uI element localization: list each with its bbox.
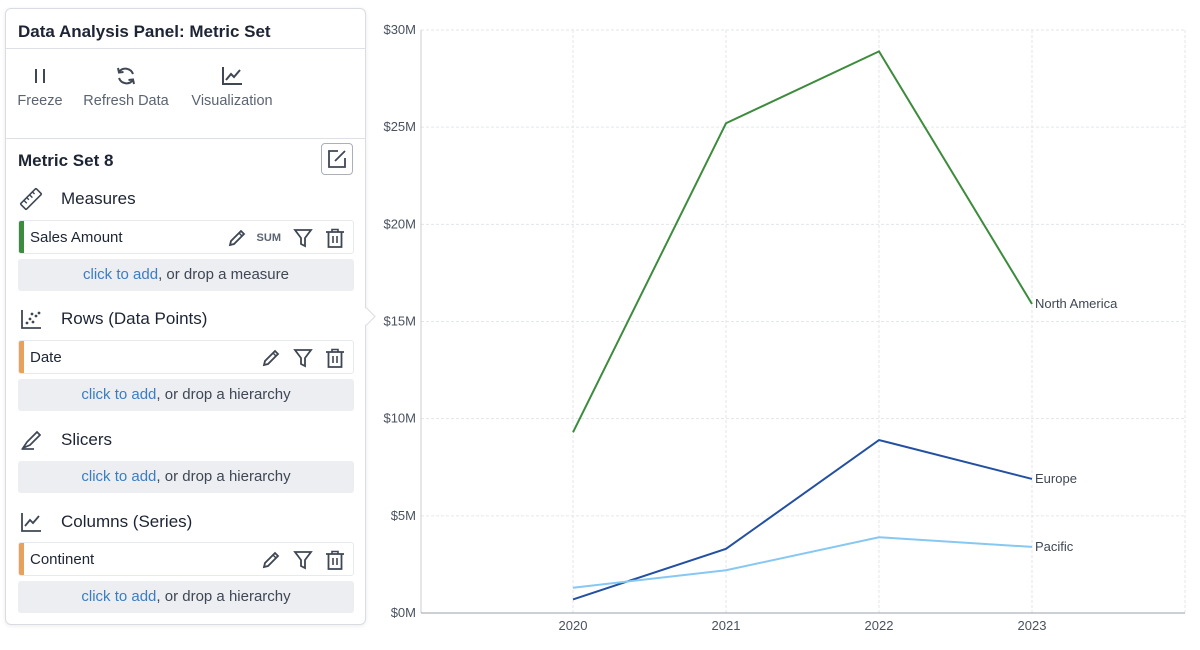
freeze-label: Freeze bbox=[17, 93, 63, 109]
y-tick-label: $5M bbox=[391, 508, 416, 523]
slicers-drop-zone[interactable]: click to add, or drop a hierarchy bbox=[18, 461, 354, 493]
x-tick-label: 2023 bbox=[1018, 618, 1047, 633]
rows-drop-zone[interactable]: click to add, or drop a hierarchy bbox=[18, 379, 354, 411]
click-to-add-link[interactable]: click to add bbox=[81, 468, 157, 485]
click-to-add-link[interactable]: click to add bbox=[81, 386, 157, 403]
y-tick-label: $20M bbox=[383, 216, 416, 231]
refresh-icon bbox=[117, 67, 135, 85]
chart-svg: $0M $5M $10M $15M $20M $25M $30M 2020 2021 2022 20… bbox=[383, 22, 1186, 633]
trash-icon[interactable] bbox=[323, 346, 347, 370]
drop-hint: , or drop a hierarchy bbox=[156, 468, 291, 485]
x-tick-label: 2022 bbox=[865, 618, 894, 633]
field-name: Date bbox=[30, 349, 62, 366]
y-tick-label: $15M bbox=[383, 314, 416, 329]
divider bbox=[6, 138, 365, 139]
click-to-add-link[interactable]: click to add bbox=[81, 588, 157, 605]
pencil-icon[interactable] bbox=[259, 548, 283, 572]
series-line-north-america bbox=[572, 50, 1033, 433]
measures-drop-zone[interactable]: click to add, or drop a measure bbox=[18, 259, 354, 291]
filter-icon[interactable] bbox=[291, 226, 315, 250]
field-color-stripe bbox=[19, 543, 24, 575]
pencil-icon[interactable] bbox=[225, 226, 249, 250]
y-tick-label: $0M bbox=[391, 605, 416, 620]
field-color-stripe bbox=[19, 221, 24, 253]
line-chart-icon bbox=[222, 67, 242, 85]
panel-title: Data Analysis Panel: Metric Set bbox=[18, 22, 271, 41]
y-tick-label: $25M bbox=[383, 119, 416, 134]
slicers-section-header: Slicers bbox=[18, 428, 112, 452]
series-line-europe bbox=[572, 438, 1033, 601]
freeze-button[interactable]: Freeze bbox=[16, 65, 64, 109]
ruler-icon bbox=[18, 187, 44, 211]
series-label: Europe bbox=[1035, 471, 1077, 486]
drop-hint: , or drop a hierarchy bbox=[156, 386, 291, 403]
pause-icon bbox=[35, 69, 45, 83]
slicers-label: Slicers bbox=[61, 430, 113, 449]
rows-label: Rows (Data Points) bbox=[61, 309, 208, 328]
column-item-continent[interactable]: Continent bbox=[18, 542, 354, 576]
x-tick-label: 2021 bbox=[712, 618, 741, 633]
field-name: Continent bbox=[30, 551, 95, 568]
slicer-knife-icon bbox=[18, 428, 44, 452]
pencil-icon[interactable] bbox=[259, 346, 283, 370]
drop-hint: , or drop a hierarchy bbox=[156, 588, 291, 605]
filter-icon[interactable] bbox=[291, 346, 315, 370]
series-label: North America bbox=[1035, 296, 1118, 311]
visualization-label: Visualization bbox=[191, 93, 273, 109]
series-line-pacific bbox=[572, 536, 1033, 589]
edit-metric-set-button[interactable] bbox=[321, 143, 353, 175]
x-tick-label: 2020 bbox=[559, 618, 588, 633]
columns-label: Columns (Series) bbox=[61, 512, 193, 531]
drop-hint: , or drop a measure bbox=[158, 266, 289, 283]
row-item-date[interactable]: Date bbox=[18, 340, 354, 374]
metric-set-title: Metric Set 8 bbox=[18, 151, 114, 170]
data-analysis-panel: Data Analysis Panel: Metric Set Freeze R… bbox=[5, 8, 366, 625]
measures-label: Measures bbox=[61, 189, 136, 208]
click-to-add-link[interactable]: click to add bbox=[83, 266, 159, 283]
filter-icon[interactable] bbox=[291, 548, 315, 572]
refresh-data-button[interactable]: Refresh Data bbox=[80, 65, 172, 109]
scatter-icon bbox=[18, 307, 44, 331]
field-name: Sales Amount bbox=[30, 229, 123, 246]
divider bbox=[6, 48, 365, 49]
line-chart: $0M $5M $10M $15M $20M $25M $30M 2020 2021 2022 20… bbox=[370, 0, 1200, 645]
line-chart-icon bbox=[18, 510, 44, 534]
trash-icon[interactable] bbox=[323, 226, 347, 250]
rows-section-header: Rows (Data Points) bbox=[18, 307, 207, 331]
visualization-button[interactable]: Visualization bbox=[188, 65, 276, 109]
aggregation-button[interactable]: SUM bbox=[256, 232, 281, 244]
refresh-data-label: Refresh Data bbox=[83, 93, 169, 109]
measures-section-header: Measures bbox=[18, 187, 136, 211]
series-label: Pacific bbox=[1035, 539, 1074, 554]
y-tick-label: $10M bbox=[383, 411, 416, 426]
columns-section-header: Columns (Series) bbox=[18, 510, 192, 534]
trash-icon[interactable] bbox=[323, 548, 347, 572]
y-tick-label: $30M bbox=[383, 22, 416, 37]
field-color-stripe bbox=[19, 341, 24, 373]
edit-icon bbox=[328, 150, 346, 168]
measure-item-sales-amount[interactable]: Sales Amount SUM bbox=[18, 220, 354, 254]
columns-drop-zone[interactable]: click to add, or drop a hierarchy bbox=[18, 581, 354, 613]
